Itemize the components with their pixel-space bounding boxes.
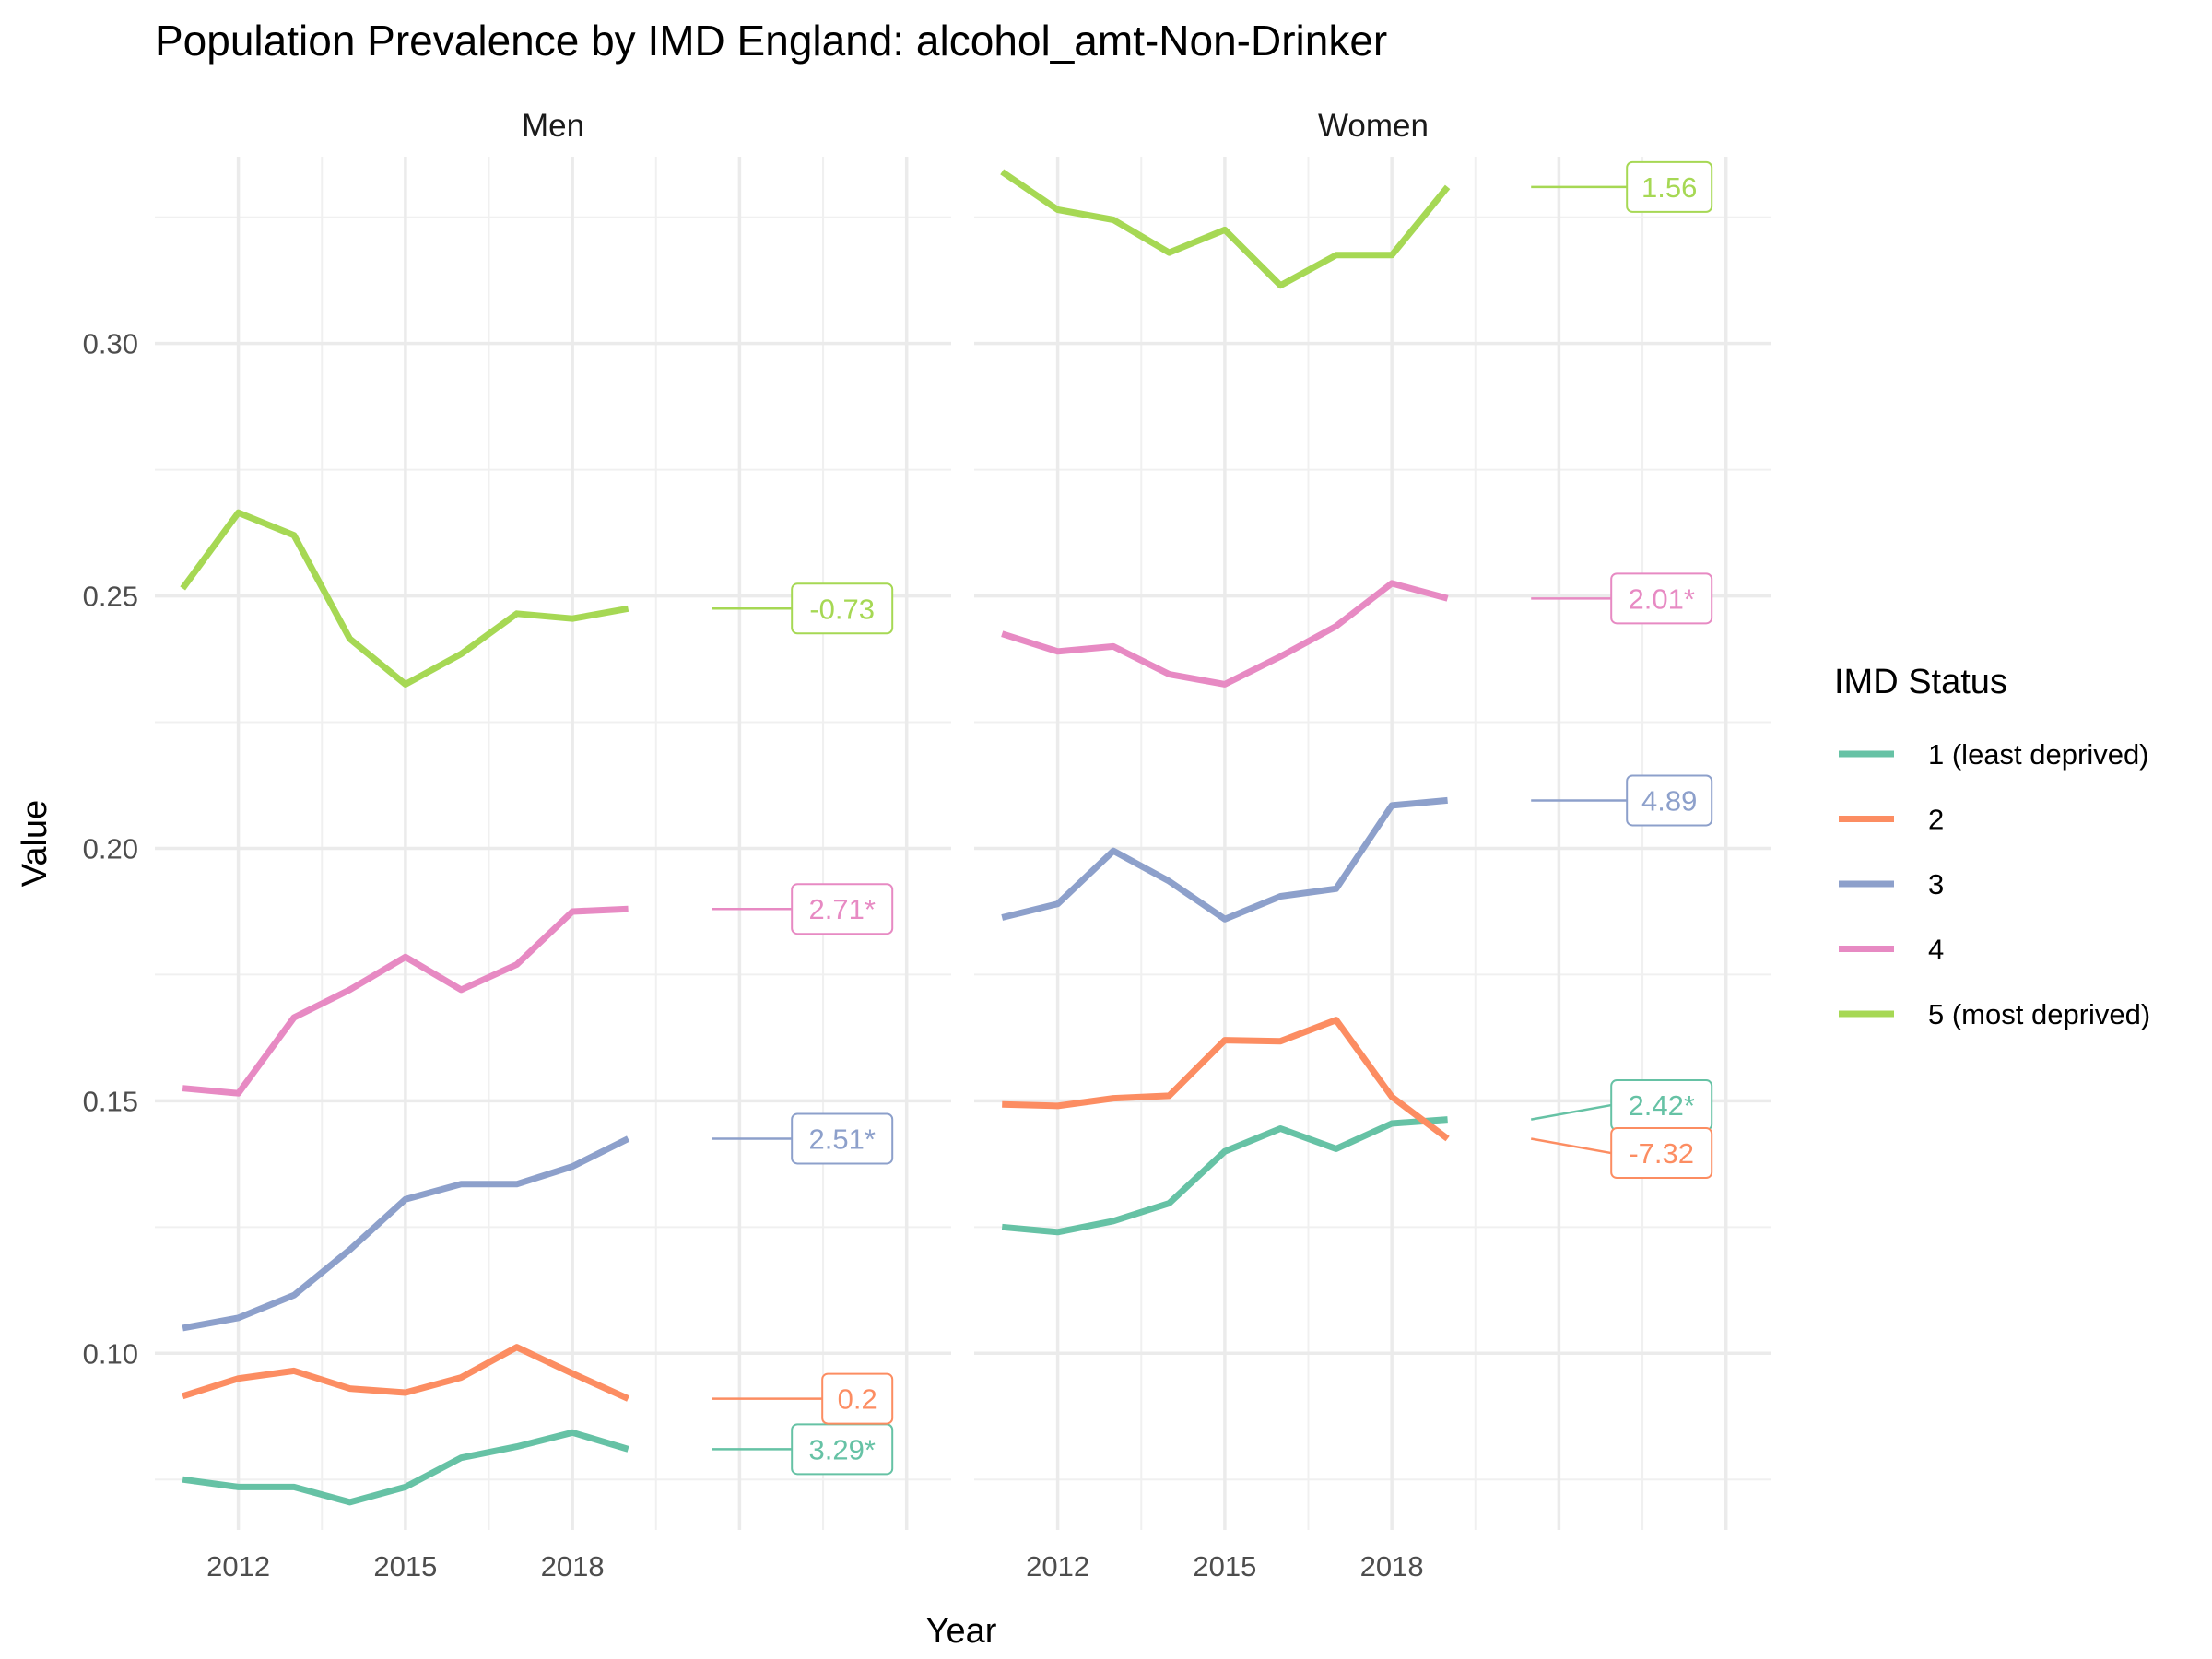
- end-label-men-5-most-deprived: -0.73: [809, 593, 875, 625]
- legend-label-1-least-deprived: 1 (least deprived): [1928, 738, 2149, 771]
- series-line-men-5-most-deprived: [180, 509, 629, 688]
- end-label-men-4: 2.71*: [808, 893, 875, 925]
- series-line-men-1-least-deprived: [182, 1429, 629, 1506]
- y-tick-label: 0.10: [83, 1337, 138, 1370]
- x-tick-label: 2012: [1026, 1550, 1089, 1583]
- legend-label-5-most-deprived: 5 (most deprived): [1928, 998, 2150, 1030]
- x-tick-label: 2018: [1360, 1550, 1424, 1583]
- legend-title: IMD Status: [1834, 663, 2007, 701]
- end-label-box: [791, 1112, 894, 1165]
- end-label-box: [791, 582, 894, 635]
- y-axis-title: Value: [16, 800, 54, 887]
- end-label-box: [821, 1372, 894, 1425]
- end-labels-layer: 3.29* 0.2 2.51* 2.71* -0.73 2.42* -7.32 4.89 2.0…: [712, 160, 1713, 1476]
- x-tick-label: 2015: [373, 1550, 437, 1583]
- chart-title: Population Prevalence by IMD England: al…: [155, 17, 1387, 65]
- series-line-women-5-most-deprived: [1000, 169, 1451, 289]
- end-label-box: [1626, 774, 1713, 827]
- panel-strip-men: Men: [522, 108, 584, 144]
- x-axis-title: Year: [926, 1612, 997, 1651]
- panel-strip-women: Women: [1318, 108, 1429, 144]
- series-line-men-2: [182, 1344, 630, 1402]
- end-label-men-1-least-deprived: 3.29*: [808, 1433, 875, 1465]
- end-label-box: [791, 883, 894, 935]
- series-line-men-4: [182, 905, 629, 1097]
- end-label-women-5-most-deprived: 1.56: [1641, 171, 1697, 204]
- legend-label-2: 2: [1928, 804, 1944, 836]
- end-label-box: [1626, 160, 1713, 213]
- x-tick-label: 2012: [206, 1550, 270, 1583]
- end-label-women-3: 4.89: [1641, 784, 1697, 817]
- label-connector: [1530, 1103, 1612, 1121]
- y-tick-label: 0.15: [83, 1085, 138, 1117]
- end-label-box: [1610, 1127, 1713, 1180]
- end-label-women-1-least-deprived: 2.42*: [1628, 1089, 1694, 1122]
- axis-ticks-layer: 0.10 0.15 0.20 0.25 0.30 2012 2015 2018 2012 2015…: [83, 328, 1424, 1583]
- grid-layer: [155, 157, 1771, 1530]
- y-tick-label: 0.20: [83, 832, 138, 865]
- series-line-women-2: [1002, 1017, 1450, 1142]
- legend-label-4: 4: [1928, 934, 1944, 966]
- series-lines-layer: [180, 169, 1451, 1506]
- end-label-men-3: 2.51*: [808, 1123, 875, 1155]
- series-line-women-4: [1001, 580, 1449, 688]
- end-label-women-4: 2.01*: [1628, 582, 1694, 615]
- legend: IMD Status 1 (least deprived) 2 3 4 5 (most d…: [1834, 663, 2150, 1030]
- series-line-women-1-least-deprived: [1001, 1116, 1448, 1236]
- y-tick-label: 0.25: [83, 581, 138, 613]
- x-tick-label: 2018: [541, 1550, 605, 1583]
- end-label-box: [1610, 572, 1713, 625]
- y-tick-label: 0.30: [83, 328, 138, 360]
- legend-label-3: 3: [1928, 868, 1944, 900]
- label-connector: [1530, 1137, 1612, 1155]
- end-label-men-2: 0.2: [838, 1383, 877, 1416]
- series-line-men-3: [182, 1135, 630, 1332]
- x-tick-label: 2015: [1193, 1550, 1256, 1583]
- series-line-women-3: [1001, 796, 1448, 923]
- end-label-women-2: -7.32: [1629, 1137, 1694, 1170]
